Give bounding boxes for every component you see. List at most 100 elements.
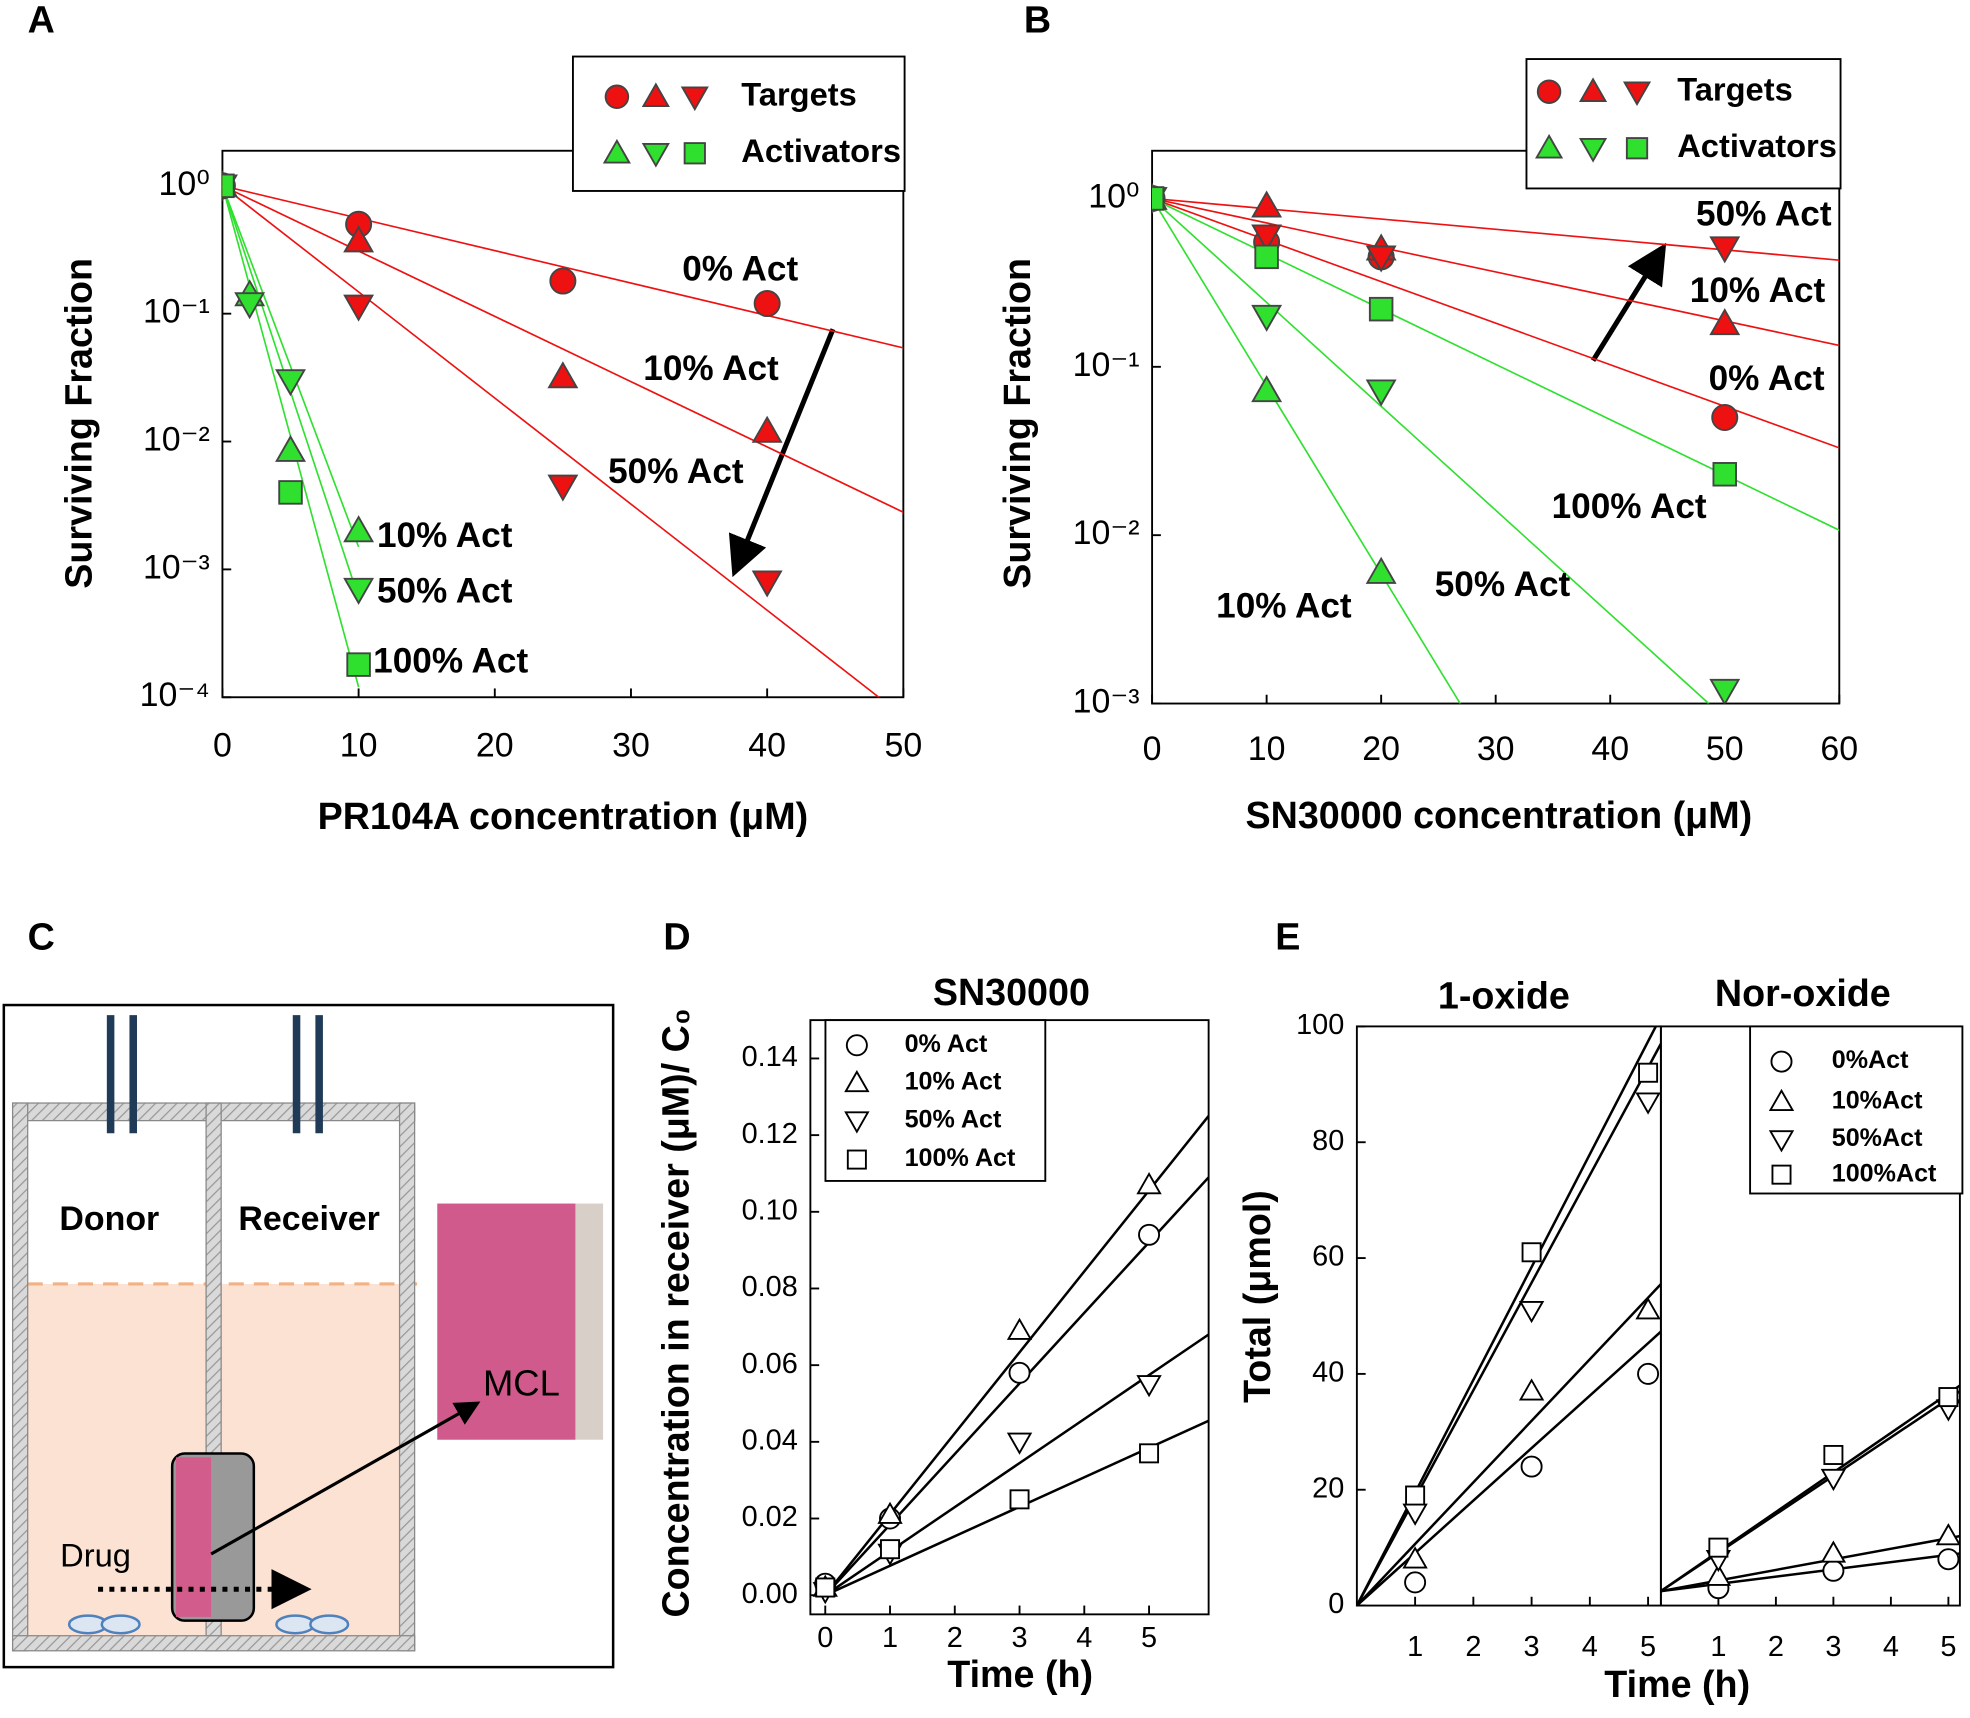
marker bbox=[753, 290, 781, 318]
marker bbox=[1368, 296, 1394, 322]
x-axis-label: SN30000 concentration (μM) bbox=[1246, 794, 1753, 836]
marker bbox=[1251, 304, 1283, 332]
line-label: 50% Act bbox=[608, 452, 744, 491]
marker bbox=[1820, 1468, 1847, 1492]
chart-title: SN30000 bbox=[933, 971, 1090, 1013]
x-tick-label: 5 bbox=[1940, 1631, 1956, 1663]
y-tick-label: 20 bbox=[1312, 1472, 1344, 1504]
y-tick-label: 0.12 bbox=[742, 1118, 798, 1150]
tissue-label: MCL bbox=[483, 1362, 560, 1403]
marker bbox=[343, 294, 375, 322]
x-tick-label: 40 bbox=[1591, 730, 1629, 768]
marker bbox=[222, 173, 235, 199]
marker bbox=[1635, 1297, 1661, 1320]
trend-arrow bbox=[1590, 242, 1667, 362]
marker bbox=[1823, 1444, 1844, 1465]
legend-label: Activators bbox=[1677, 127, 1837, 164]
fit-line bbox=[1152, 198, 1461, 704]
marker bbox=[1518, 1300, 1545, 1324]
marker bbox=[1711, 403, 1739, 431]
tissue-image bbox=[437, 1203, 576, 1440]
plot-area bbox=[222, 170, 904, 698]
membrane bbox=[575, 1203, 604, 1440]
chart-title: 1-oxide bbox=[1438, 975, 1570, 1017]
fit-line bbox=[222, 185, 904, 349]
legend-label: 50% Act bbox=[905, 1105, 1002, 1133]
x-tick-label: 4 bbox=[1076, 1622, 1092, 1654]
x-tick-label: 30 bbox=[612, 726, 650, 764]
y-tick-label: 0.02 bbox=[742, 1501, 798, 1533]
y-axis-label: Surviving Fraction bbox=[58, 258, 100, 589]
marker bbox=[1251, 190, 1283, 218]
marker bbox=[1006, 1432, 1033, 1455]
marker bbox=[547, 361, 579, 389]
x-tick-label: 20 bbox=[476, 726, 514, 764]
plot-frame bbox=[221, 149, 905, 699]
marker bbox=[1937, 1548, 1960, 1571]
x-tick-label: 10 bbox=[1248, 730, 1286, 768]
x-tick-label: 1 bbox=[882, 1622, 898, 1654]
legend-label: 10%Act bbox=[1832, 1086, 1923, 1114]
y-tick-label: 10⁻³ bbox=[143, 548, 210, 586]
fit-line bbox=[1660, 1534, 1960, 1593]
marker bbox=[1521, 1242, 1542, 1263]
legend-marker bbox=[1768, 1088, 1795, 1112]
marker bbox=[1635, 1092, 1661, 1115]
marker bbox=[234, 292, 266, 320]
legend-marker bbox=[1625, 137, 1649, 160]
x-tick-label: 2 bbox=[1465, 1631, 1481, 1663]
legend-marker bbox=[683, 142, 706, 165]
y-tick-label: 10⁻³ bbox=[1073, 682, 1140, 720]
marker bbox=[1251, 224, 1283, 252]
legend-marker bbox=[680, 86, 709, 112]
legend-label: 50%Act bbox=[1832, 1124, 1923, 1152]
y-axis-label: Total (μmol) bbox=[1236, 1190, 1278, 1403]
marker bbox=[346, 652, 371, 677]
line-label: 50% Act bbox=[1696, 194, 1832, 233]
x-tick-label: 20 bbox=[1362, 730, 1400, 768]
y-tick-label: 10⁰ bbox=[1088, 177, 1139, 215]
marker bbox=[1520, 1455, 1543, 1478]
x-tick-label: 50 bbox=[1706, 730, 1744, 768]
y-tick-label: 0.06 bbox=[742, 1348, 798, 1380]
marker bbox=[1365, 379, 1397, 407]
x-tick-label: 1 bbox=[1407, 1631, 1423, 1663]
marker bbox=[1709, 308, 1741, 336]
marker bbox=[278, 480, 303, 505]
fit-line bbox=[1356, 1043, 1661, 1606]
line-label: 100% Act bbox=[373, 642, 528, 681]
marker bbox=[1938, 1387, 1959, 1408]
marker bbox=[751, 415, 783, 443]
marker bbox=[1251, 375, 1283, 403]
stir-bars bbox=[67, 1614, 350, 1635]
panel-label: C bbox=[28, 916, 55, 958]
marker bbox=[549, 267, 577, 295]
marker bbox=[1365, 556, 1397, 584]
x-tick-label: 60 bbox=[1820, 730, 1858, 768]
legend-marker bbox=[604, 84, 630, 109]
marker bbox=[751, 570, 783, 598]
x-tick-label: 4 bbox=[1883, 1631, 1899, 1663]
legend-label: Activators bbox=[741, 132, 901, 169]
legend-marker bbox=[1771, 1164, 1792, 1185]
y-tick-label: 100 bbox=[1296, 1009, 1344, 1041]
x-axis-label: PR104A concentration (μM) bbox=[318, 795, 809, 837]
marker bbox=[1518, 1378, 1545, 1401]
y-tick-label: 10⁻⁴ bbox=[140, 676, 210, 714]
line-label: 0% Act bbox=[1709, 359, 1825, 398]
fit-line bbox=[222, 185, 360, 548]
y-tick-label: 0 bbox=[1328, 1588, 1344, 1620]
plot-area bbox=[1356, 1026, 1661, 1606]
y-tick-label: 0.00 bbox=[742, 1578, 798, 1610]
fit-line bbox=[1356, 1283, 1661, 1606]
legend-marker bbox=[1622, 81, 1652, 107]
x-tick-label: 2 bbox=[947, 1622, 963, 1654]
legend-label: 0%Act bbox=[1832, 1046, 1909, 1074]
marker bbox=[1006, 1317, 1033, 1340]
marker bbox=[1008, 1361, 1031, 1384]
marker bbox=[877, 1501, 903, 1524]
fit-line bbox=[1356, 1026, 1658, 1606]
y-tick-label: 0.04 bbox=[742, 1424, 798, 1456]
marker bbox=[1935, 1523, 1960, 1546]
legend-marker bbox=[641, 82, 670, 108]
